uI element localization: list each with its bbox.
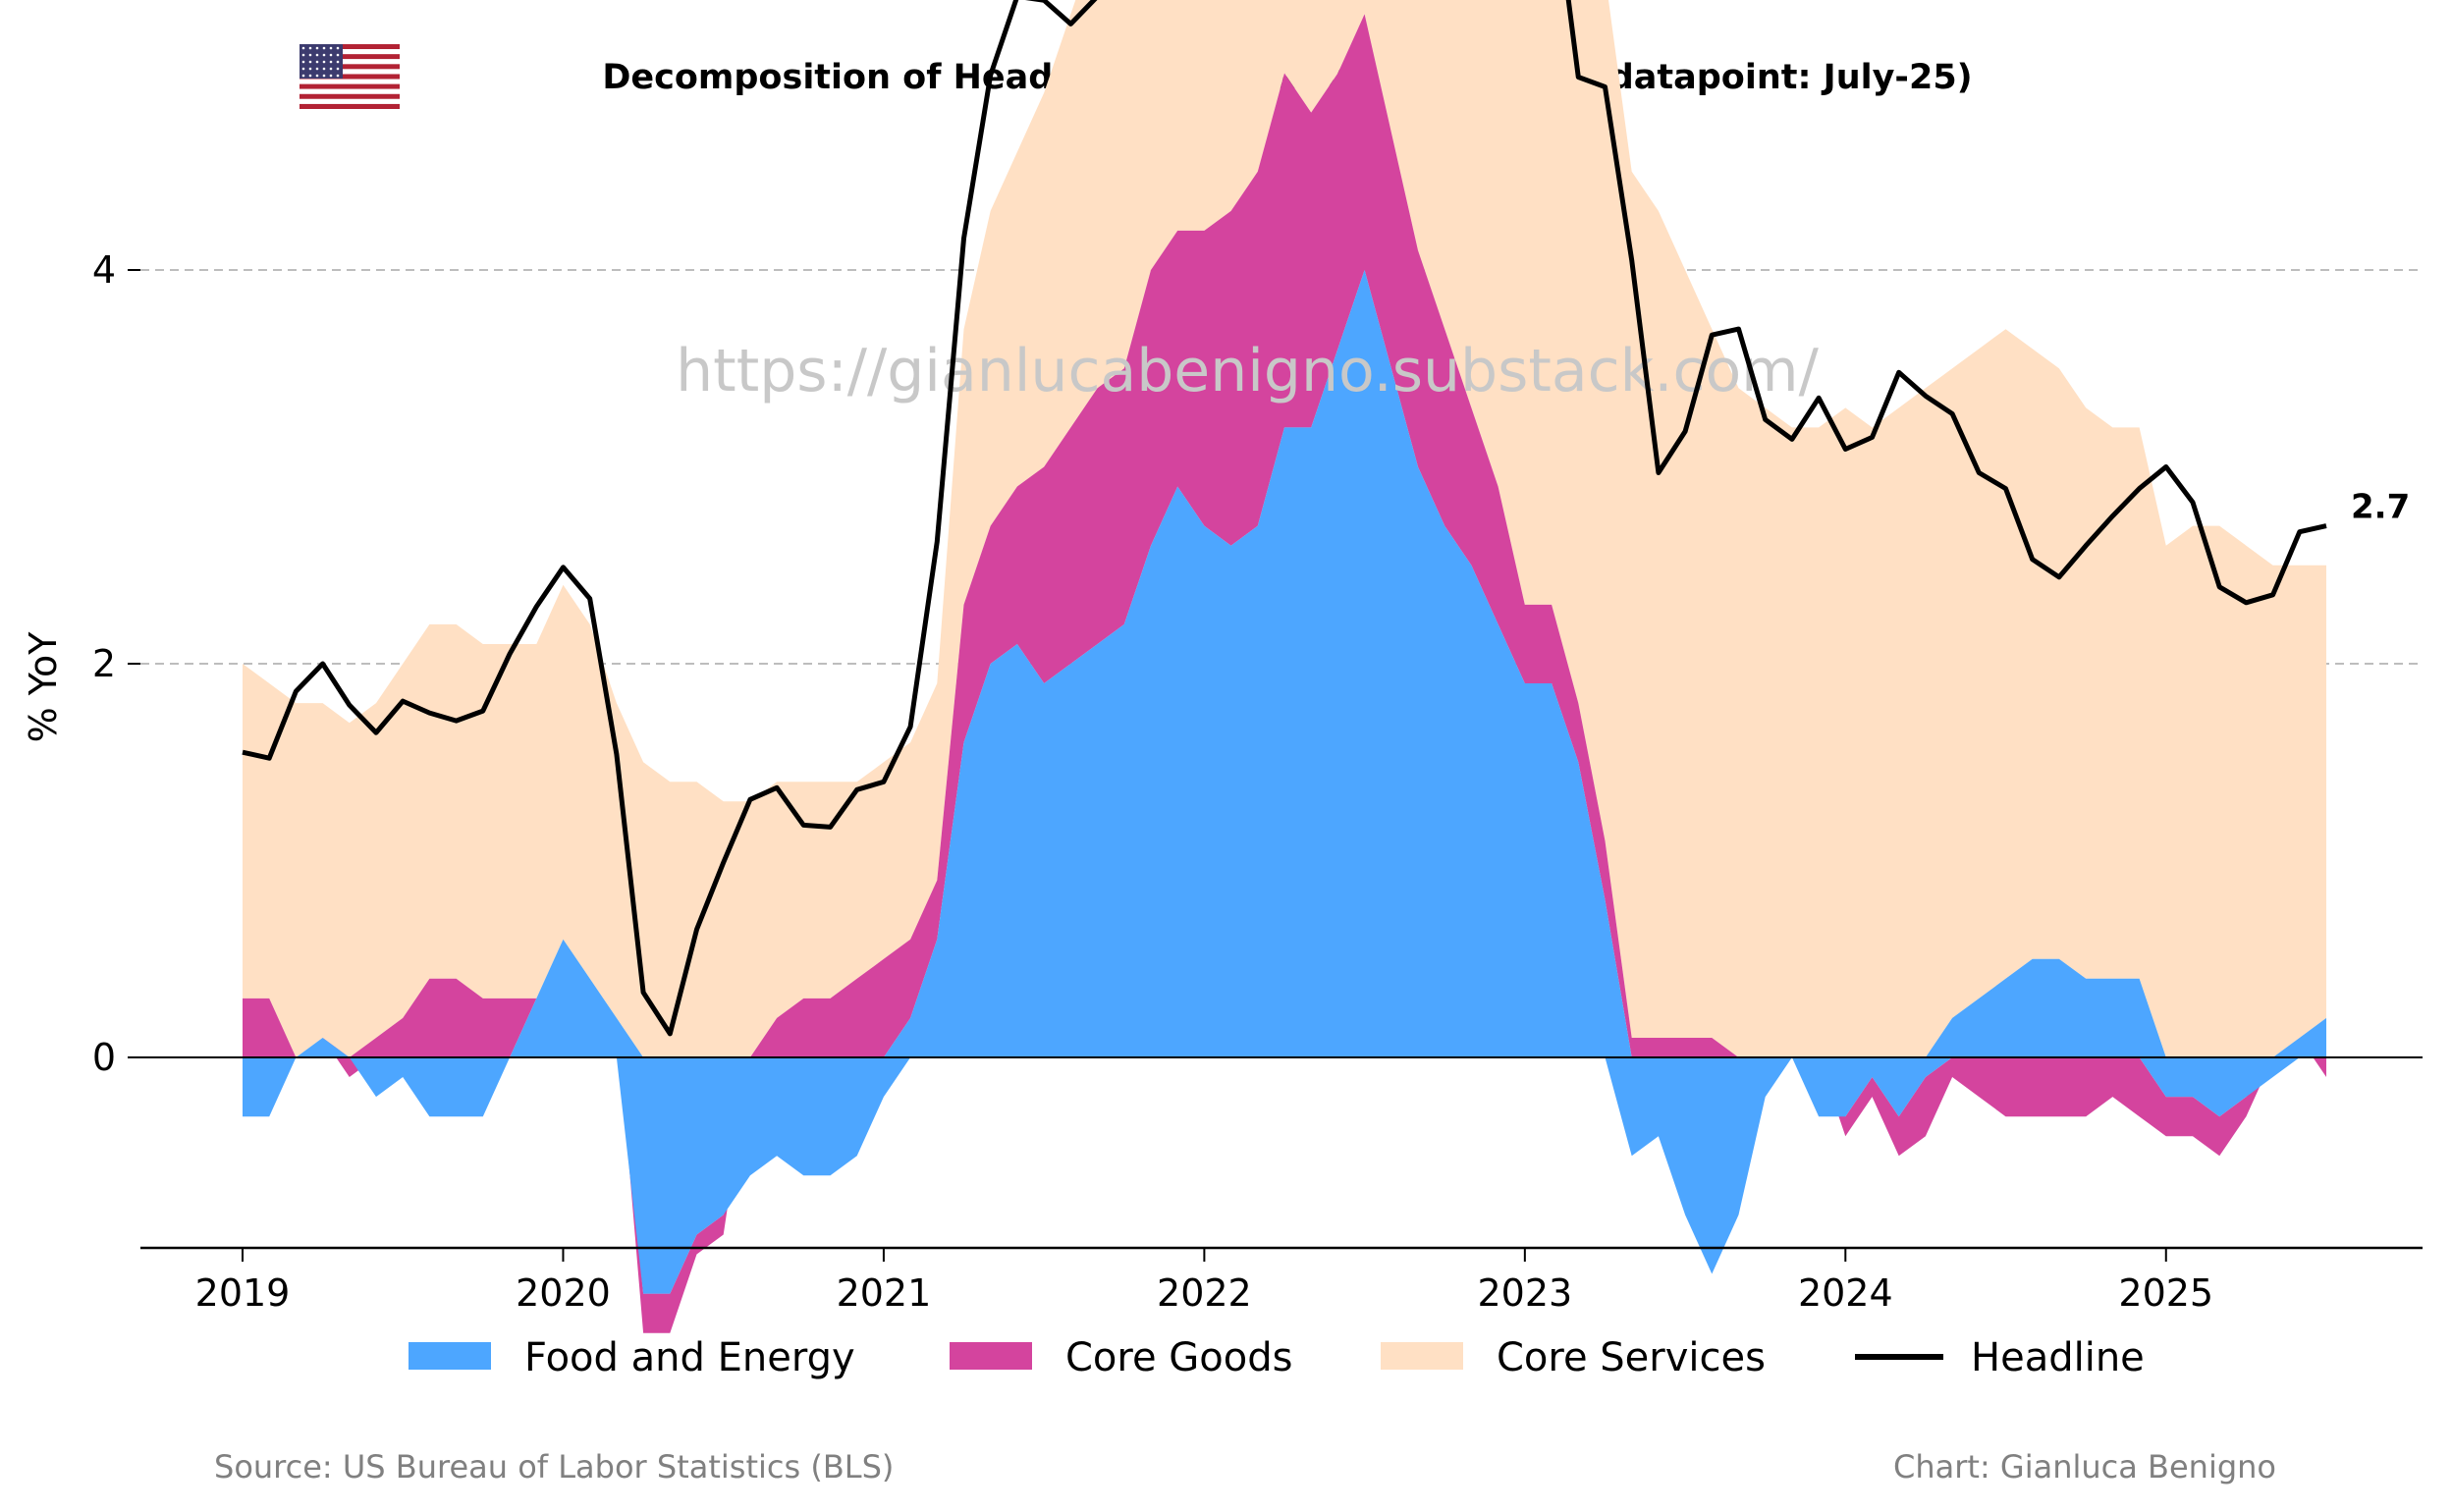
- x-tick-label: 2025: [2118, 1271, 2213, 1315]
- x-tick-label: 2022: [1157, 1271, 1252, 1315]
- chart-credit: Chart: Gianluca Benigno: [1893, 1448, 2276, 1485]
- area-core-goods: [243, 14, 2326, 1333]
- headline-line: [242, 0, 2327, 1037]
- watermark: https://gianlucabenigno.substack.com/: [676, 337, 1819, 405]
- legend-label: Headline: [1971, 1335, 2145, 1380]
- legend-item-food-and-energy: Food and Energy: [409, 1335, 855, 1380]
- legend-item-core-goods: Core Goods: [950, 1335, 1292, 1380]
- x-tick-label: 2021: [837, 1271, 932, 1315]
- end-value-label: 2.7: [2351, 488, 2410, 527]
- area-food-and-energy: [243, 270, 2326, 1294]
- y-axis: 02468: [92, 248, 140, 1079]
- stacked-areas: [243, 0, 2326, 1333]
- legend-swatch: [1381, 1342, 1463, 1370]
- legend-swatch: [409, 1342, 491, 1370]
- legend-item-core-services: Core Services: [1381, 1335, 1766, 1380]
- legend-item-headline: Headline: [1855, 1335, 2145, 1380]
- y-tick-label: 0: [92, 1036, 116, 1079]
- y-axis-label: % YoY: [22, 631, 65, 743]
- y-tick-label: 4: [92, 248, 116, 292]
- headline-series: [242, 0, 2327, 1037]
- y-tick-label: 2: [92, 642, 116, 685]
- x-axis: 2019 2020 2021 2022 2023 2024 2025: [140, 1246, 2423, 1315]
- legend-label: Core Goods: [1065, 1335, 1292, 1380]
- legend: Food and Energy Core Goods Core Services He…: [409, 1335, 2145, 1380]
- x-tick-label: 2020: [516, 1271, 611, 1315]
- legend-label: Food and Energy: [524, 1335, 855, 1380]
- source-note: Source: US Bureau of Labor Statistics (B…: [214, 1448, 894, 1485]
- x-tick-label: 2024: [1798, 1271, 1893, 1315]
- legend-label: Core Services: [1497, 1335, 1766, 1380]
- x-tick-label: 2023: [1477, 1271, 1572, 1315]
- legend-swatch: [950, 1342, 1032, 1370]
- x-tick-label: 2019: [195, 1271, 291, 1315]
- us-flag-icon: [300, 44, 400, 109]
